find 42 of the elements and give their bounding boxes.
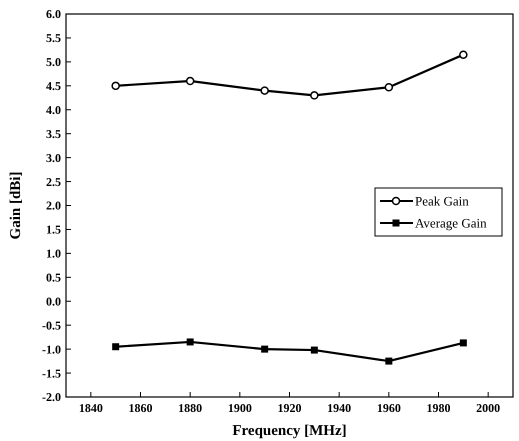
point <box>310 346 318 354</box>
point <box>111 82 120 90</box>
y-tick-label: 5.0 <box>46 55 61 70</box>
point <box>310 91 319 100</box>
point <box>384 83 394 92</box>
y-tick-label: 5.5 <box>46 31 61 46</box>
y-axis-title: Gain [dBi] <box>8 172 24 240</box>
point <box>112 343 120 350</box>
point <box>260 86 269 95</box>
y-tick-label: 3.5 <box>46 126 61 141</box>
point <box>385 358 392 365</box>
point <box>186 338 194 346</box>
point <box>460 339 467 346</box>
x-tick-label: 1900 <box>228 401 252 415</box>
y-tick-label: -1.5 <box>42 366 61 380</box>
y-tick-label: 2.5 <box>46 174 61 189</box>
y-tick-label: 3.0 <box>46 150 61 165</box>
y-tick-label: 1.5 <box>46 222 61 237</box>
y-tick-label: 0.0 <box>46 294 61 308</box>
y-tick-label: 4.5 <box>46 79 61 94</box>
point <box>459 50 468 59</box>
x-tick-label: 1940 <box>327 401 352 415</box>
point <box>186 76 194 86</box>
y-tick-label: 6.0 <box>46 7 61 22</box>
y-tick-label: -0.5 <box>42 318 61 332</box>
y-tick-label: -1.0 <box>42 342 61 356</box>
y-tick-label: 1.0 <box>46 246 61 261</box>
point <box>261 346 268 353</box>
x-tick-label: 1960 <box>376 401 401 415</box>
x-tick-label: 1920 <box>278 401 302 415</box>
x-tick-label: 1840 <box>78 401 103 415</box>
y-tick-label: -2.0 <box>42 390 61 404</box>
x-tick-label: 1980 <box>426 401 450 415</box>
legend-label: Average Gain <box>415 216 488 231</box>
y-tick-label: 2.0 <box>46 198 61 213</box>
x-tick-label: 2000 <box>476 401 500 415</box>
y-tick-label: 0.5 <box>46 270 61 285</box>
x-tick-label: 1860 <box>128 401 152 415</box>
y-tick-label: 4.0 <box>46 102 61 117</box>
legend-label: Peak Gain <box>415 194 470 209</box>
x-tick-label: 1880 <box>178 401 202 415</box>
x-axis-title: Frequency [MHz] <box>232 423 347 439</box>
